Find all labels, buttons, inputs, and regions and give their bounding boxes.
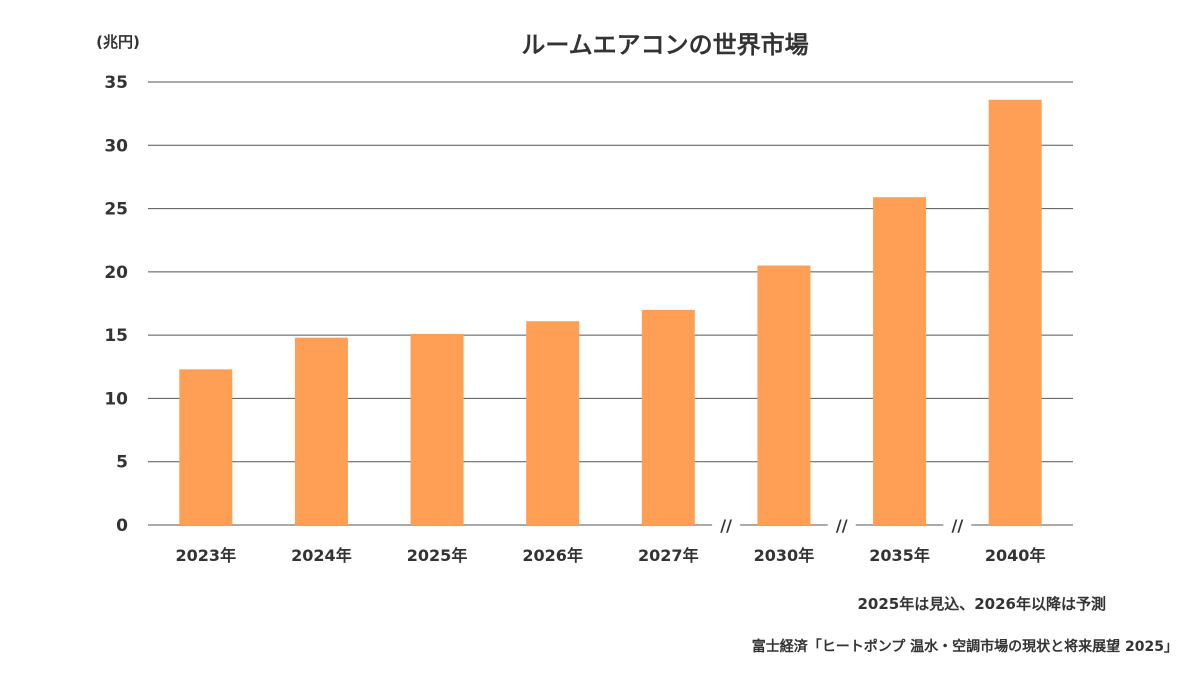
y-tick-label: 15 bbox=[104, 326, 128, 346]
bar bbox=[873, 197, 927, 525]
y-tick-label: 10 bbox=[104, 389, 128, 409]
y-axis-unit-label: (兆円) bbox=[96, 33, 140, 51]
bar bbox=[179, 369, 233, 525]
axis-break-mark: // bbox=[720, 516, 732, 535]
chart-title: ルームエアコンの世界市場 bbox=[521, 31, 808, 59]
bar bbox=[757, 265, 811, 525]
bar bbox=[526, 321, 580, 525]
x-tick-label: 2023年 bbox=[176, 546, 237, 565]
y-axis-ticks: 0 5 10 15 20 25 30 35 bbox=[104, 73, 128, 536]
bar bbox=[641, 309, 695, 525]
axis-break-mark: // bbox=[836, 516, 848, 535]
y-tick-label: 20 bbox=[104, 263, 128, 283]
source-note: 富士経済「ヒートポンプ 温水・空調市場の現状と将来展望 2025」 bbox=[751, 639, 1178, 655]
bar bbox=[410, 333, 464, 525]
x-tick-label: 2024年 bbox=[291, 546, 352, 565]
x-tick-label: 2040年 bbox=[985, 546, 1046, 565]
x-tick-label: 2030年 bbox=[754, 546, 815, 565]
axis-break-mark: // bbox=[952, 516, 964, 535]
y-tick-label: 0 bbox=[116, 516, 128, 536]
forecast-note: 2025年は見込、2026年以降は予測 bbox=[857, 595, 1107, 613]
gridlines bbox=[148, 81, 1073, 526]
y-tick-label: 30 bbox=[104, 136, 128, 156]
x-axis-ticks: 2023年 2024年 2025年 2026年 2027年 2030年 2035年 2040年 bbox=[176, 546, 1046, 565]
bar bbox=[294, 337, 348, 525]
x-tick-label: 2025年 bbox=[407, 546, 468, 565]
x-tick-label: 2035年 bbox=[869, 546, 930, 565]
axis-break-marks: // // // bbox=[720, 516, 963, 535]
bars bbox=[179, 99, 1042, 525]
y-tick-label: 5 bbox=[116, 453, 128, 473]
x-tick-label: 2027年 bbox=[638, 546, 699, 565]
x-tick-label: 2026年 bbox=[522, 546, 583, 565]
y-tick-label: 25 bbox=[104, 200, 128, 220]
y-tick-label: 35 bbox=[104, 73, 128, 93]
bar bbox=[988, 99, 1042, 525]
